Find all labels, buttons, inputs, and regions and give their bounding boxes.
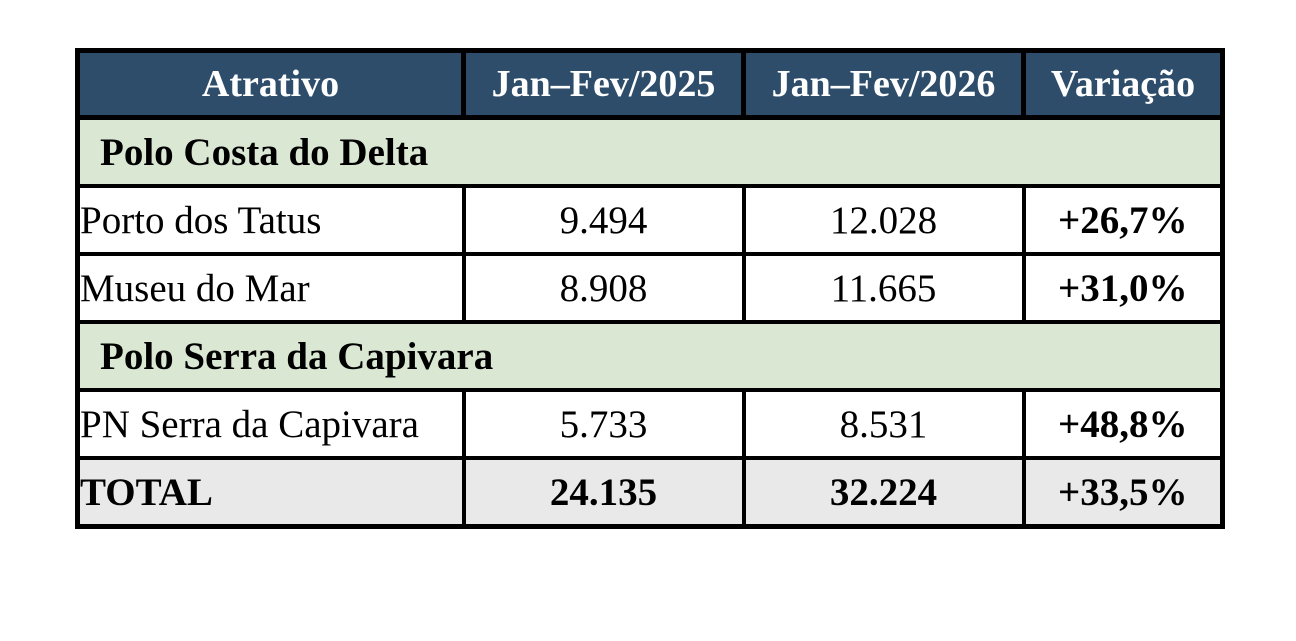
total-value-2025: 24.135	[461, 456, 746, 529]
section-title: Polo Serra da Capivara	[75, 320, 1225, 392]
variation-value: +31,0%	[1021, 252, 1225, 324]
table-row-porto-dos-tatus: Porto dos Tatus 9.494 12.028 +26,7%	[75, 184, 1225, 256]
total-row: TOTAL 24.135 32.224 +33,5%	[75, 456, 1225, 529]
column-header-jan-fev-2026: Jan–Fev/2026	[741, 48, 1026, 120]
value-2026: 8.531	[741, 388, 1026, 460]
value-2026: 11.665	[741, 252, 1026, 324]
total-value-2026: 32.224	[741, 456, 1026, 529]
section-row-polo-costa-do-delta: Polo Costa do Delta	[75, 115, 1225, 188]
value-2025: 5.733	[461, 388, 746, 460]
table-row-museu-do-mar: Museu do Mar 8.908 11.665 +31,0%	[75, 252, 1225, 324]
attraction-name: Museu do Mar	[75, 252, 466, 324]
total-variation-value: +33,5%	[1021, 456, 1225, 529]
visitors-table-container: Atrativo Jan–Fev/2025 Jan–Fev/2026 Varia…	[75, 48, 1225, 529]
visitors-comparison-table: Atrativo Jan–Fev/2025 Jan–Fev/2026 Varia…	[75, 48, 1225, 529]
section-row-polo-serra-da-capivara: Polo Serra da Capivara	[75, 320, 1225, 392]
attraction-name: Porto dos Tatus	[75, 184, 466, 256]
variation-value: +48,8%	[1021, 388, 1225, 460]
table-row-pn-serra-da-capivara: PN Serra da Capivara 5.733 8.531 +48,8%	[75, 388, 1225, 460]
variation-value: +26,7%	[1021, 184, 1225, 256]
column-header-jan-fev-2025: Jan–Fev/2025	[461, 48, 746, 120]
column-header-atrativo: Atrativo	[75, 48, 466, 120]
section-title: Polo Costa do Delta	[75, 115, 1225, 188]
header-row: Atrativo Jan–Fev/2025 Jan–Fev/2026 Varia…	[75, 48, 1225, 120]
attraction-name: PN Serra da Capivara	[75, 388, 466, 460]
value-2025: 9.494	[461, 184, 746, 256]
value-2025: 8.908	[461, 252, 746, 324]
total-label: TOTAL	[75, 456, 466, 529]
value-2026: 12.028	[741, 184, 1026, 256]
column-header-variacao: Variação	[1021, 48, 1225, 120]
